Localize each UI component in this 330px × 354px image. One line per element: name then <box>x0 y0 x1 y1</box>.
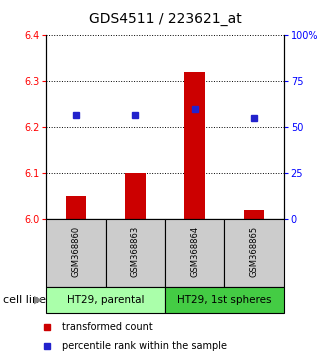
Bar <box>66 196 86 219</box>
Bar <box>125 173 146 219</box>
Text: HT29, 1st spheres: HT29, 1st spheres <box>177 295 272 305</box>
Text: GSM368860: GSM368860 <box>71 226 81 277</box>
Bar <box>244 210 265 219</box>
Text: percentile rank within the sample: percentile rank within the sample <box>62 341 227 351</box>
Bar <box>106 219 165 287</box>
Text: GDS4511 / 223621_at: GDS4511 / 223621_at <box>89 12 241 27</box>
Bar <box>46 287 165 313</box>
Bar <box>165 287 284 313</box>
Text: GSM368864: GSM368864 <box>190 226 199 277</box>
Bar <box>46 219 106 287</box>
Text: ▶: ▶ <box>34 295 42 305</box>
Bar <box>224 219 284 287</box>
Bar <box>165 219 224 287</box>
Text: GSM368863: GSM368863 <box>131 226 140 278</box>
Text: cell line: cell line <box>3 295 46 305</box>
Bar <box>184 72 205 219</box>
Text: transformed count: transformed count <box>62 322 152 332</box>
Text: HT29, parental: HT29, parental <box>67 295 144 305</box>
Text: GSM368865: GSM368865 <box>249 226 259 277</box>
